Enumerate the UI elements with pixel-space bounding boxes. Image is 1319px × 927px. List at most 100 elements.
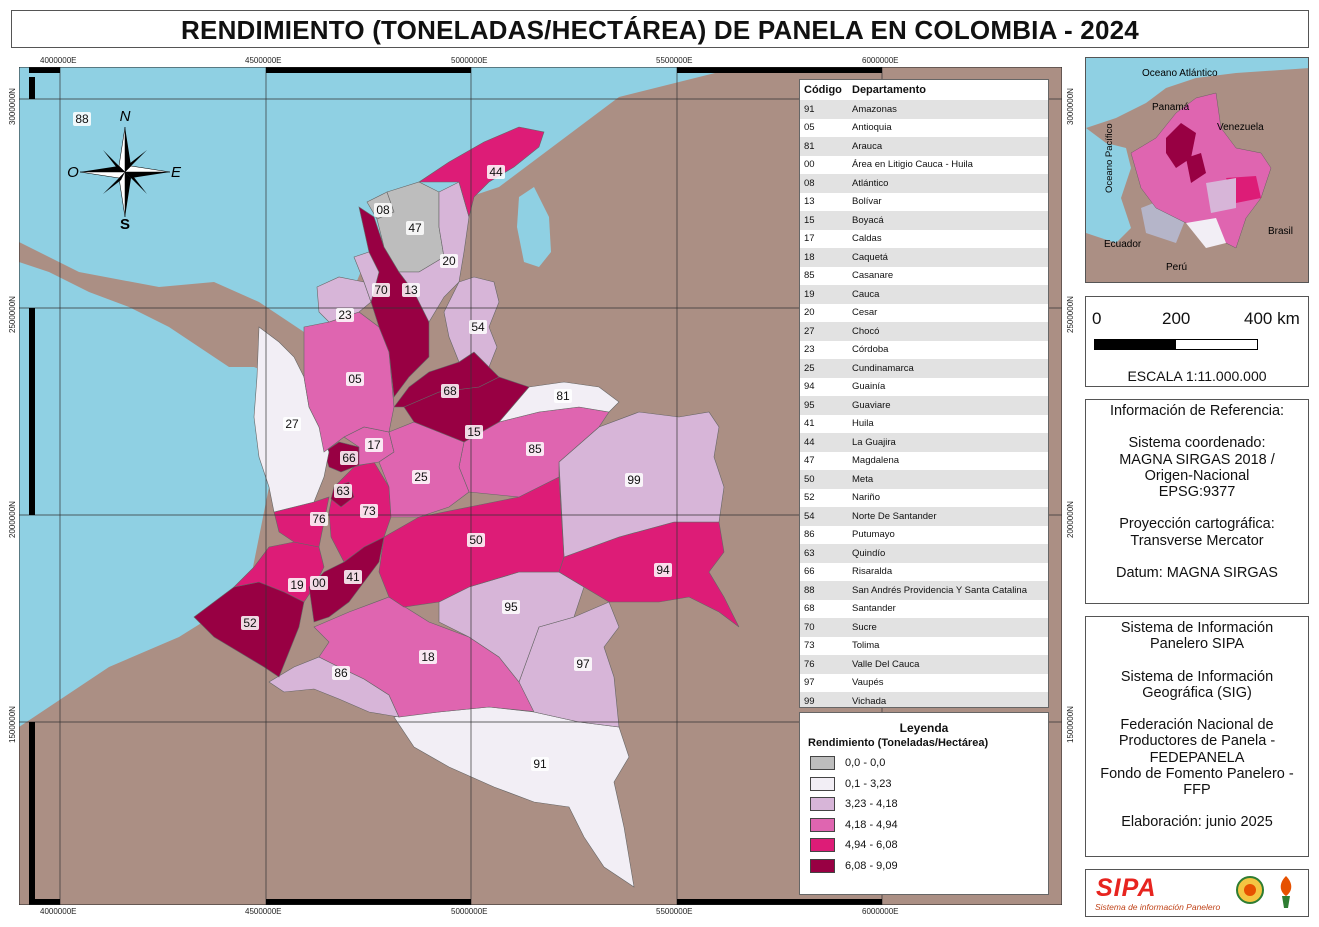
table-row: 52 Nariño xyxy=(800,489,1048,508)
row-department: Área en Litigio Cauca - Huila xyxy=(852,159,973,171)
table-row: 95 Guaviare xyxy=(800,396,1048,415)
row-code: 54 xyxy=(804,510,815,522)
inset-label-panama: Panamá xyxy=(1152,102,1190,113)
map-label-bg xyxy=(310,576,328,590)
row-department: Amazonas xyxy=(852,103,897,115)
inset-map[interactable]: Oceano Atlántico Panamá Oceano Pacífico … xyxy=(1085,57,1309,283)
row-department: Boyacá xyxy=(852,214,884,226)
legend-item: 0,0 - 0,0 xyxy=(810,753,1048,774)
map-label-code: 23 xyxy=(338,308,352,322)
table-row: 86 Putumayo xyxy=(800,526,1048,545)
row-code: 73 xyxy=(804,640,815,652)
department-code-table: Código Departamento 91 Amazonas 05 Antioqui… xyxy=(799,79,1049,708)
fedepanela-seal-icon xyxy=(1236,876,1264,904)
map-label-code: 13 xyxy=(404,283,418,297)
scale-label-0: 0 xyxy=(1092,309,1102,328)
map-labels: 88 08 47 44 20 70 13 23 54 05 68 81 27 15 17 66 85 25 99 63… xyxy=(73,112,672,771)
table-row: 44 La Guajira xyxy=(800,433,1048,452)
row-department: Huila xyxy=(852,418,874,430)
map-label-code: 18 xyxy=(421,650,435,664)
grid-label-x: 6000000E xyxy=(862,56,899,65)
legend-label: 4,94 - 6,08 xyxy=(845,839,898,852)
table-row: 50 Meta xyxy=(800,470,1048,489)
row-department: Santander xyxy=(852,603,896,615)
sipa-logo-subtitle: Sistema de información Panelero xyxy=(1095,902,1221,912)
table-row: 63 Quindío xyxy=(800,544,1048,563)
credits-box: Sistema de Información Panelero SIPA Sis… xyxy=(1085,616,1309,857)
row-code: 27 xyxy=(804,325,815,337)
map-label-bg xyxy=(487,165,505,179)
table-row: 00 Área en Litigio Cauca - Huila xyxy=(800,156,1048,175)
legend-swatch xyxy=(810,858,835,873)
row-department: Sucre xyxy=(852,621,877,633)
row-code: 25 xyxy=(804,362,815,374)
row-code: 85 xyxy=(804,270,815,282)
map-label-bg xyxy=(283,417,301,431)
row-department: Antioquia xyxy=(852,122,892,134)
map-label-code: 17 xyxy=(367,438,381,452)
map-label-bg xyxy=(412,470,430,484)
row-code: 95 xyxy=(804,399,815,411)
grid-label-y: 2500000N xyxy=(8,296,17,333)
row-department: San Andrés Providencia Y Santa Catalina xyxy=(852,584,1027,596)
legend-label: 6,08 - 9,09 xyxy=(845,859,898,872)
row-department: Risaralda xyxy=(852,566,893,578)
row-department: Cundinamarca xyxy=(852,362,914,374)
row-code: 81 xyxy=(804,140,815,152)
map-label-code: 68 xyxy=(443,384,457,398)
row-department: Nariño xyxy=(852,492,880,504)
grid-label-y: 1500000N xyxy=(8,706,17,743)
compass-o: O xyxy=(67,164,79,181)
map-label-code: 91 xyxy=(533,757,547,771)
legend-item: 4,18 - 4,94 xyxy=(810,815,1048,836)
map-label-code: 47 xyxy=(408,221,422,235)
grid-label-y: 3000000N xyxy=(8,88,17,125)
lake-maracaibo xyxy=(517,187,551,267)
table-row: 25 Cundinamarca xyxy=(800,359,1048,378)
table-row: 47 Magdalena xyxy=(800,452,1048,471)
row-department: Chocó xyxy=(852,325,880,337)
table-row: 88 San Andrés Providencia Y Santa Catalin… xyxy=(800,581,1048,600)
scale-box: 0 200 400 km ESCALA 1:11.000.000 xyxy=(1085,296,1309,387)
row-code: 13 xyxy=(804,196,815,208)
legend-label: 3,23 - 4,18 xyxy=(845,798,898,811)
row-code: 00 xyxy=(804,159,815,171)
compass-rose-icon xyxy=(79,126,171,218)
row-department: Caldas xyxy=(852,233,882,245)
map-label-code: 52 xyxy=(243,616,257,630)
map-label-bg xyxy=(574,657,592,671)
row-code: 70 xyxy=(804,621,815,633)
map-label-bg xyxy=(334,484,352,498)
grid-label-x: 4000000E xyxy=(40,907,77,916)
row-code: 17 xyxy=(804,233,815,245)
table-row: 15 Boyacá xyxy=(800,211,1048,230)
table-row: 76 Valle Del Cauca xyxy=(800,655,1048,674)
map-label-bg xyxy=(73,112,91,126)
row-department: Vichada xyxy=(852,695,887,707)
table-row: 19 Cauca xyxy=(800,285,1048,304)
map-label-bg xyxy=(340,451,358,465)
legend-label: 0,1 - 3,23 xyxy=(845,777,892,790)
row-code: 94 xyxy=(804,381,815,393)
map-label-bg xyxy=(288,578,306,592)
map-label-bg xyxy=(310,512,328,526)
table-row: 68 Santander xyxy=(800,600,1048,619)
map-label-code: 66 xyxy=(342,451,356,465)
row-department: Bolívar xyxy=(852,196,882,208)
table-row: 85 Casanare xyxy=(800,267,1048,286)
map-label-bg xyxy=(372,283,390,297)
row-code: 66 xyxy=(804,566,815,578)
map-label-code: 73 xyxy=(362,504,376,518)
map-label-bg xyxy=(502,600,520,614)
legend-subtitle: Rendimiento (Toneladas/Hectárea) xyxy=(808,737,989,749)
row-code: 68 xyxy=(804,603,815,615)
row-code: 08 xyxy=(804,177,815,189)
logo-box: SIPA Sistema de información Panelero xyxy=(1085,869,1309,917)
map-label-bg xyxy=(654,563,672,577)
table-row: 54 Norte De Santander xyxy=(800,507,1048,526)
map-label-bg xyxy=(531,757,549,771)
row-department: Cesar xyxy=(852,307,878,319)
row-code: 91 xyxy=(804,103,815,115)
table-header: Código Departamento xyxy=(800,80,1048,100)
scale-text: ESCALA 1:11.000.000 xyxy=(1127,368,1267,384)
